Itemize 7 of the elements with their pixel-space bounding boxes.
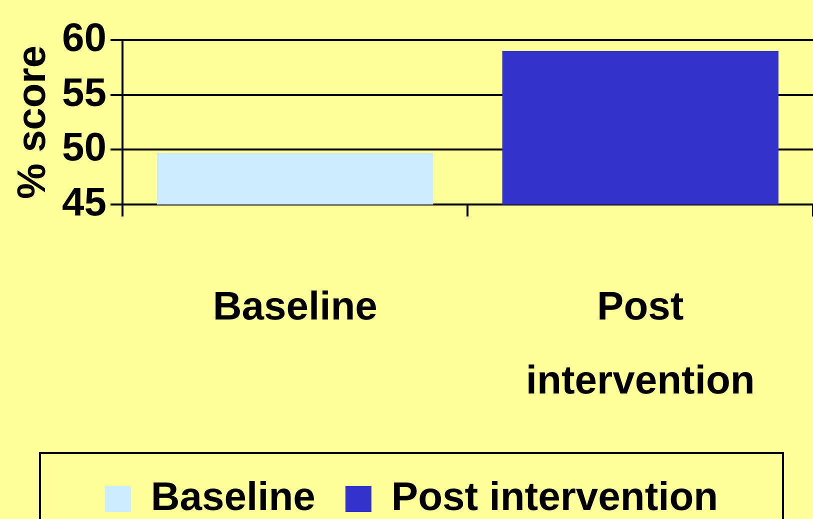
y-axis-title: % score	[10, 46, 54, 199]
y-tick-label: 45	[62, 180, 106, 225]
y-tick-label: 55	[62, 70, 106, 115]
y-tick-label: 50	[62, 126, 106, 170]
legend-label: Post intervention	[391, 475, 718, 519]
legend-label: Baseline	[150, 475, 316, 519]
y-tick-label: 60	[62, 16, 106, 60]
